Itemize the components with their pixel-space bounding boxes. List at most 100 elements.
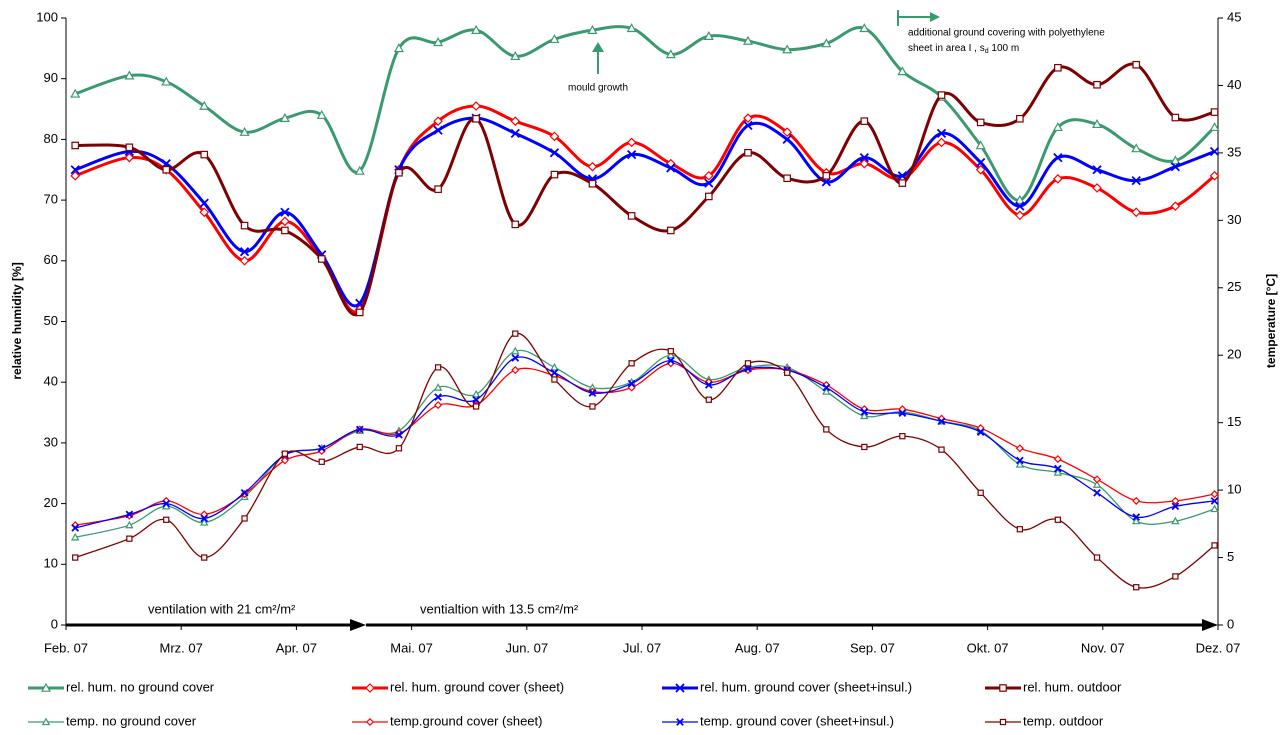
marker [549,131,560,142]
series-line [74,104,1216,314]
y-tick-label: 90 [44,70,58,85]
marker [938,446,945,453]
marker [395,430,403,439]
annotation-part: 100 m [989,43,1020,54]
y2-tick-label: 15 [1227,414,1241,429]
marker [1131,207,1142,218]
marker [1209,122,1220,132]
marker [163,516,170,523]
x-tick-label: Okt. 07 [967,640,1009,655]
marker [1015,444,1024,453]
marker [125,520,134,529]
series-line [75,362,1215,526]
marker [1015,210,1025,221]
marker [744,364,752,373]
marker [125,510,134,519]
marker [704,178,714,188]
legend-label: temp. outdoor [1023,713,1104,728]
marker [511,354,520,362]
y-tick-label: 70 [44,192,58,207]
legend-label: rel. hum. no ground cover [66,679,215,694]
marker [667,348,674,355]
marker [1093,488,1101,497]
marker [70,170,81,181]
marker [550,170,559,179]
marker [897,66,908,76]
marker [628,360,635,367]
marker [742,35,754,45]
y-tick-label: 80 [44,131,58,146]
marker [124,70,135,80]
marker [1015,201,1025,211]
y2-axis-title: temperature [°C] [1264,274,1278,368]
marker [589,403,596,410]
marker [861,443,868,451]
marker [549,148,560,158]
marker [898,409,907,418]
marker [783,174,791,183]
marker [71,524,80,532]
marker [1053,152,1063,163]
marker [898,179,907,187]
ventilation-arrowhead [1202,619,1218,631]
marker [1054,516,1062,523]
marker [1171,502,1180,511]
marker [1171,496,1180,505]
y-tick-label: 30 [44,434,58,449]
marker [1092,475,1102,484]
marker [1171,113,1180,122]
marker [472,403,480,410]
marker [975,140,986,150]
marker [70,88,81,98]
marker [365,683,375,693]
marker [510,116,521,127]
marker [434,185,442,193]
marker [588,179,597,188]
marker [1131,176,1141,186]
marker [365,717,375,727]
marker [1016,456,1024,465]
marker [665,49,676,59]
marker [743,113,753,124]
marker [1171,516,1180,525]
annotation: additional ground covering with polyethy… [908,28,1105,39]
y-tick-label: 10 [44,556,58,571]
marker [239,126,250,136]
marker [1093,80,1101,89]
marker [859,152,869,163]
marker [1093,554,1101,561]
annotation: ventialtion with 13.5 cm²/m² [420,601,579,616]
series-line [75,356,1215,529]
x-tick-label: Mai. 07 [390,640,433,655]
x-tick-label: Jul. 07 [623,640,661,655]
y2-tick-label: 0 [1227,616,1234,631]
marker [675,683,685,693]
marker [899,432,906,440]
marker [510,51,521,61]
marker [627,379,636,388]
marker [395,445,403,452]
marker [1170,155,1181,165]
marker [1053,468,1063,476]
y2-tick-label: 30 [1227,212,1241,227]
marker [975,164,986,175]
legend-label: rel. hum. ground cover (sheet) [390,679,564,694]
marker [1132,496,1141,505]
marker [1211,542,1218,549]
marker [1092,480,1102,488]
y2-tick-label: 35 [1227,144,1241,159]
marker [433,116,443,127]
marker [125,143,134,152]
annotation: ventilation with 21 cm²/m² [148,601,296,616]
marker [977,489,984,496]
marker [471,389,481,398]
marker [626,23,637,33]
marker [999,718,1007,726]
marker [511,220,520,229]
marker [126,535,133,542]
marker [1053,455,1062,464]
marker [1054,464,1062,473]
legend-label: temp. no ground cover [66,713,197,728]
x-tick-label: Feb. 07 [44,640,88,655]
marker [782,127,793,137]
